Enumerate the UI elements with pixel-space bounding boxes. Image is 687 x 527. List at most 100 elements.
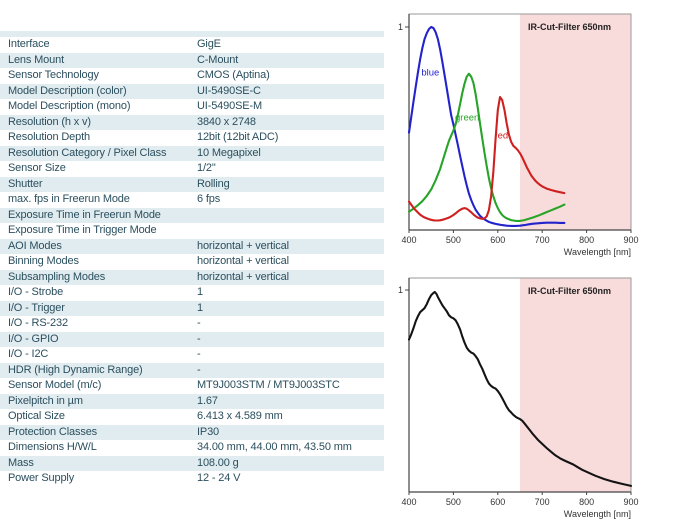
- spec-row: Sensor Technology CMOS (Aptina): [0, 68, 384, 84]
- spec-row: AOI Modes horizontal + vertical: [0, 238, 384, 254]
- series-red-label: red: [494, 131, 508, 142]
- spec-label: Mass: [8, 456, 34, 469]
- ir-filter-region: [520, 14, 631, 230]
- spec-value: -: [197, 332, 201, 345]
- spec-table: Interface GigE Lens Mount C-Mount Sensor Tec…: [0, 31, 384, 487]
- spec-row: Optical Size 6.413 x 4.589 mm: [0, 409, 384, 425]
- spec-label: I/O - RS-232: [8, 317, 68, 329]
- ir-filter-region: [520, 278, 631, 492]
- x-tick-label: 400: [401, 497, 416, 507]
- spec-row: Shutter Rolling: [0, 176, 384, 192]
- spec-label: I/O - Trigger: [8, 301, 65, 314]
- color-sensitivity-chart: 1 400 500 600 700 800 900 Wavelength [nm] IR-Cut…: [398, 13, 639, 257]
- spec-value: -: [197, 348, 201, 360]
- spec-value: horizontal + vertical: [197, 239, 289, 252]
- series-green-label: green: [455, 112, 479, 123]
- spec-value: CMOS (Aptina): [197, 69, 270, 81]
- spec-value: 34.00 mm, 44.00 mm, 43.50 mm: [197, 441, 352, 453]
- spec-value: 10 Megapixel: [197, 146, 261, 159]
- y-tick-label: 1: [398, 285, 403, 295]
- spec-value: MT9J003STM / MT9J003STC: [197, 379, 340, 391]
- x-tick-label: 800: [579, 497, 594, 507]
- spec-row: I/O - Trigger 1: [0, 300, 384, 316]
- spec-row: Resolution Category / Pixel Class 10 Mega…: [0, 145, 384, 161]
- spec-label: AOI Modes: [8, 239, 62, 252]
- series-mono-curve: [407, 290, 633, 487]
- spec-label: HDR (High Dynamic Range): [8, 363, 143, 376]
- spec-label: Interface: [8, 38, 50, 50]
- spec-label: I/O - Strobe: [8, 286, 64, 298]
- spec-value: UI-5490SE-M: [197, 100, 262, 112]
- spec-row: Interface GigE: [0, 37, 384, 53]
- spec-row: Resolution Depth 12bit (12bit ADC): [0, 130, 384, 146]
- spec-label: Lens Mount: [8, 53, 64, 66]
- series-red-curve: [407, 95, 566, 222]
- spec-value: 1.67: [197, 394, 218, 407]
- spec-label: Exposure Time in Freerun Mode: [8, 208, 161, 221]
- spec-row: I/O - RS-232 -: [0, 316, 384, 332]
- spec-label: Subsampling Modes: [8, 270, 106, 283]
- x-tick-label: 700: [535, 497, 550, 507]
- spec-label: Pixelpitch in µm: [8, 394, 83, 407]
- spec-label: Sensor Size: [8, 162, 66, 174]
- spec-row: I/O - Strobe 1: [0, 285, 384, 301]
- ir-filter-label: IR-Cut-Filter 650nm: [528, 286, 611, 296]
- spec-label: Power Supply: [8, 472, 75, 484]
- spec-row: Protection Classes IP30: [0, 424, 384, 440]
- spec-label: Resolution Category / Pixel Class: [8, 146, 167, 159]
- spec-row: Sensor Model (m/c) MT9J003STM / MT9J003ST…: [0, 378, 384, 394]
- x-tick-label: 900: [623, 497, 638, 507]
- spec-label: Resolution (h x v): [8, 115, 91, 128]
- spec-row: Pixelpitch in µm 1.67: [0, 393, 384, 409]
- spec-row: Model Description (mono) UI-5490SE-M: [0, 99, 384, 115]
- spec-label: Exposure Time in Trigger Mode: [8, 224, 157, 236]
- spec-row: Subsampling Modes horizontal + vertical: [0, 269, 384, 285]
- spec-label: I/O - GPIO: [8, 332, 59, 345]
- spec-value: GigE: [197, 38, 221, 50]
- spec-row: I/O - I2C -: [0, 347, 384, 363]
- x-tick-label: 700: [535, 235, 550, 245]
- spec-value: 6.413 x 4.589 mm: [197, 410, 283, 422]
- spec-row: Dimensions H/W/L 34.00 mm, 44.00 mm, 43.5…: [0, 440, 384, 456]
- spec-value: -: [197, 363, 201, 376]
- series-blue-curve: [407, 25, 566, 227]
- spec-label: Binning Modes: [8, 255, 79, 267]
- spec-row: I/O - GPIO -: [0, 331, 384, 347]
- spec-row: Model Description (color) UI-5490SE-C: [0, 83, 384, 99]
- spec-label: Resolution Depth: [8, 131, 90, 143]
- spec-value: C-Mount: [197, 53, 239, 66]
- x-tick-label: 900: [623, 235, 638, 245]
- spec-label: Optical Size: [8, 410, 65, 422]
- x-tick-label: 400: [401, 235, 416, 245]
- y-tick-label: 1: [398, 22, 403, 32]
- spec-label: Dimensions H/W/L: [8, 441, 97, 453]
- x-axis-title: Wavelength [nm]: [564, 509, 631, 519]
- ir-filter-label: IR-Cut-Filter 650nm: [528, 22, 611, 32]
- spec-row: Sensor Size 1/2": [0, 161, 384, 177]
- spec-row: Exposure Time in Trigger Mode: [0, 223, 384, 239]
- series-blue-label: blue: [421, 68, 439, 79]
- x-tick-label: 600: [490, 497, 505, 507]
- mono-sensitivity-chart: 1 400 500 600 700 800 900 Wavelength [nm] IR-Cut…: [398, 277, 639, 519]
- spec-label: Protection Classes: [8, 425, 98, 438]
- spec-row: Power Supply 12 - 24 V: [0, 471, 384, 487]
- spec-row: max. fps in Freerun Mode 6 fps: [0, 192, 384, 208]
- spec-value: 12bit (12bit ADC): [197, 131, 279, 143]
- x-tick-label: 500: [446, 235, 461, 245]
- spec-value: 12 - 24 V: [197, 472, 241, 484]
- spec-value: 1: [197, 286, 203, 298]
- spec-label: Model Description (mono): [8, 100, 131, 112]
- spec-value: horizontal + vertical: [197, 270, 289, 283]
- spec-row: Mass 108.00 g: [0, 455, 384, 471]
- spec-value: 6 fps: [197, 193, 221, 205]
- spec-label: I/O - I2C: [8, 348, 49, 360]
- series-green-curve: [407, 72, 566, 222]
- spec-label: max. fps in Freerun Mode: [8, 193, 130, 205]
- spec-row: Binning Modes horizontal + vertical: [0, 254, 384, 270]
- spec-label: Sensor Model (m/c): [8, 379, 102, 391]
- spec-label: Sensor Technology: [8, 69, 99, 81]
- spec-row: HDR (High Dynamic Range) -: [0, 362, 384, 378]
- spec-row: Lens Mount C-Mount: [0, 52, 384, 68]
- spec-value: horizontal + vertical: [197, 255, 289, 267]
